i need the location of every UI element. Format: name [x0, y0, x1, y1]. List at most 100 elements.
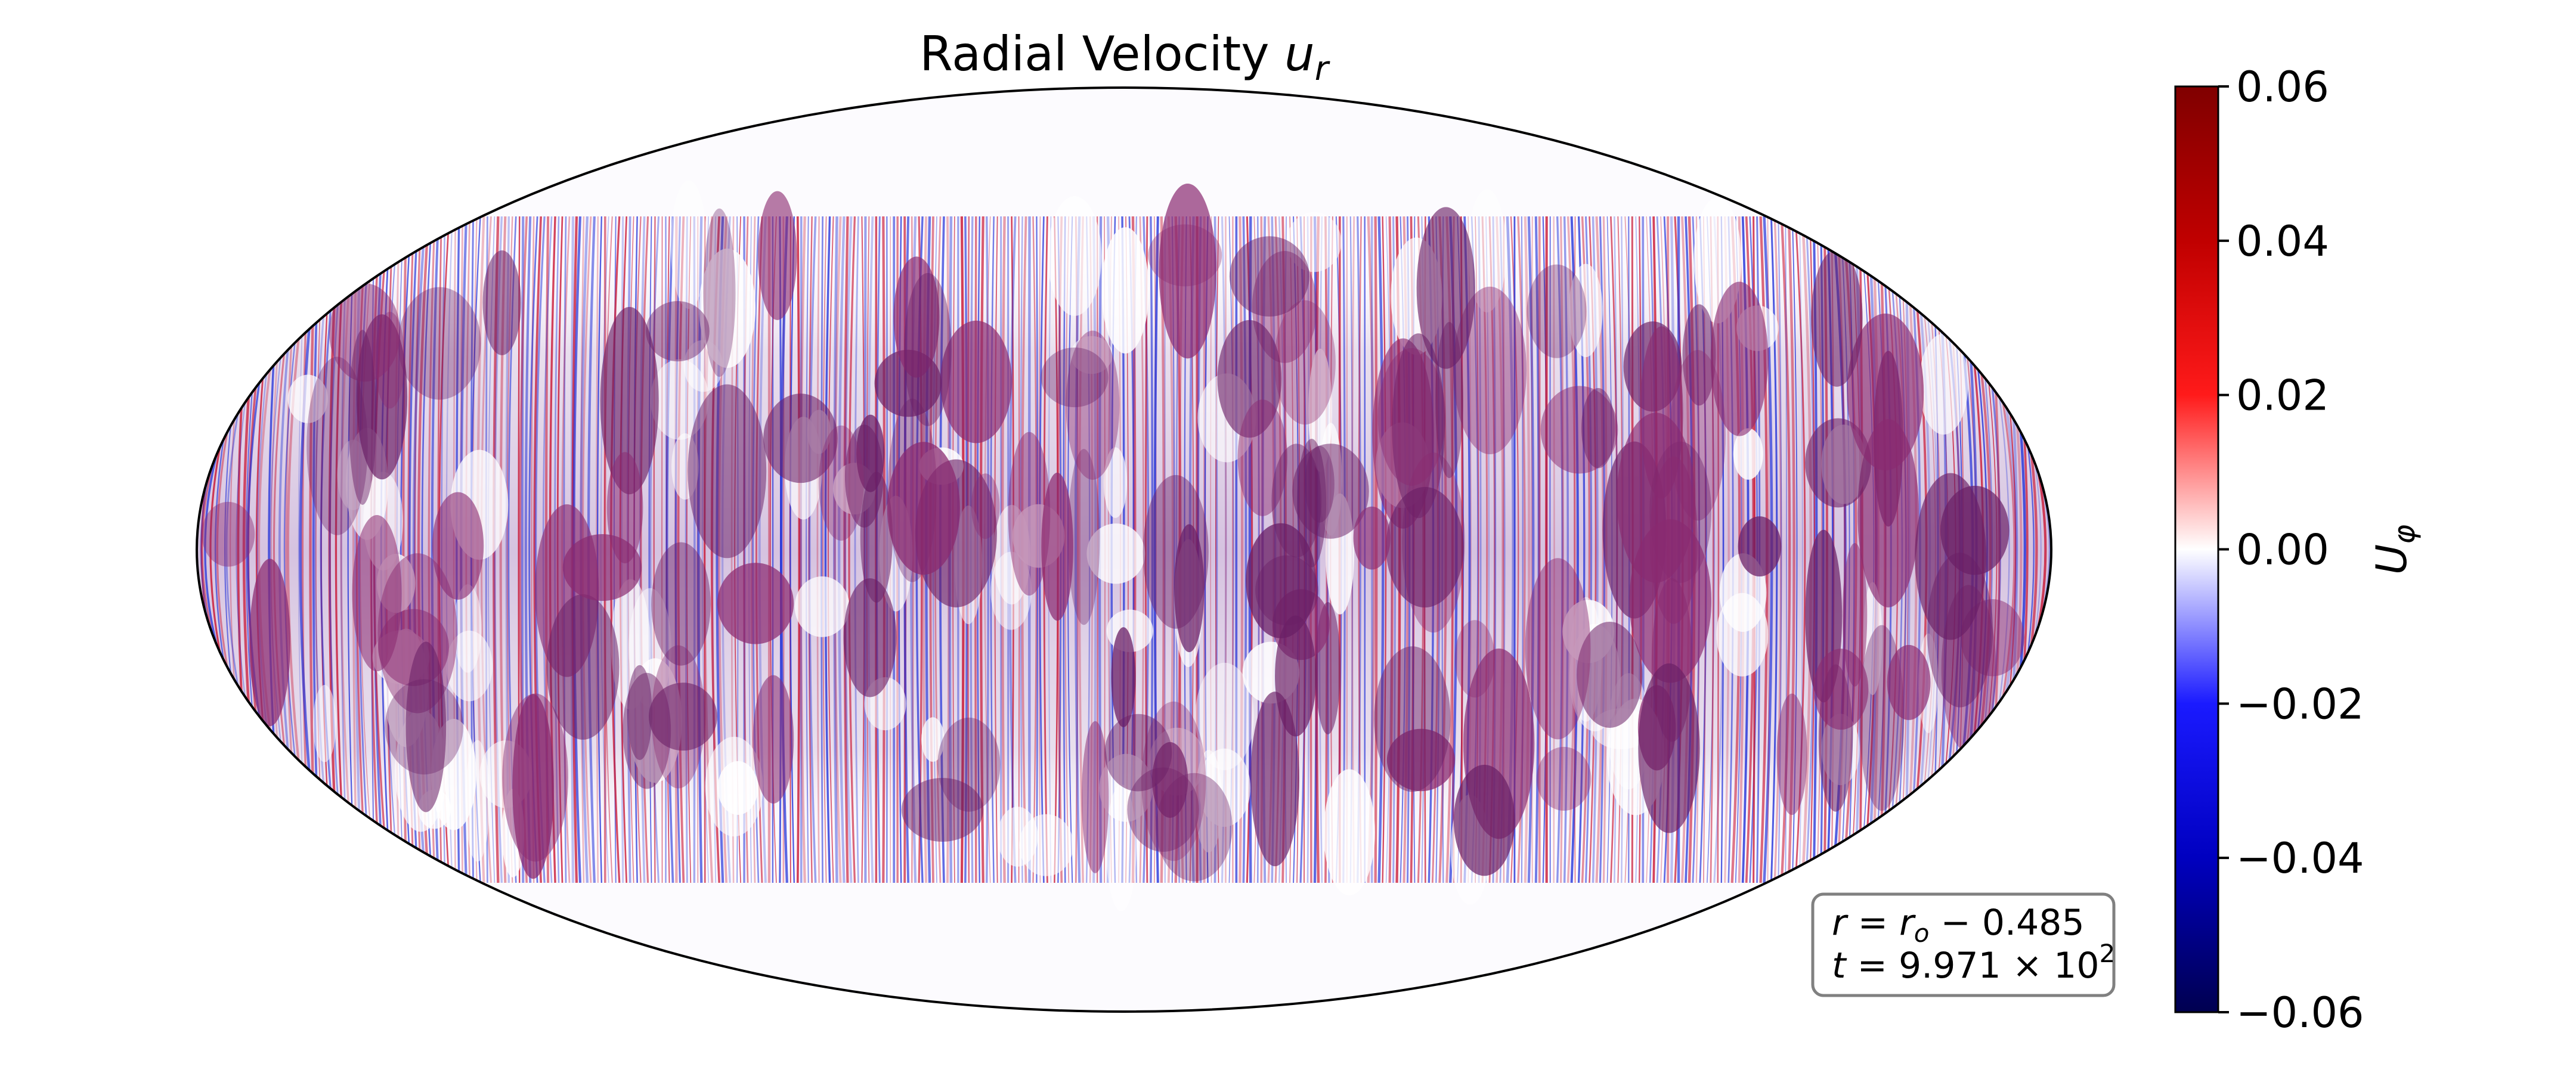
velocity-stripe — [216, 432, 228, 667]
velocity-cluster — [348, 330, 376, 505]
velocity-stripe — [648, 216, 652, 883]
velocity-stripe — [837, 216, 846, 883]
chart-title-subscript: r — [1315, 49, 1330, 88]
velocity-cluster — [1246, 523, 1316, 638]
velocity-stripe — [2027, 446, 2035, 653]
velocity-cluster — [856, 414, 885, 492]
calm-streak — [717, 761, 758, 815]
velocity-cluster — [482, 250, 521, 355]
velocity-stripe — [816, 216, 820, 883]
velocity-cluster — [1435, 322, 1463, 479]
calm-streak — [287, 374, 329, 423]
velocity-cluster — [1416, 207, 1476, 369]
velocity-stripe — [677, 216, 685, 883]
velocity-stripe — [827, 216, 834, 883]
calm-streak — [1101, 227, 1149, 353]
calm-streak — [1195, 662, 1254, 771]
velocity-stripe — [246, 392, 253, 707]
velocity-cluster — [1887, 644, 1931, 720]
velocity-cluster — [971, 473, 1000, 539]
velocity-stripe — [2035, 464, 2042, 635]
chart-title-prefix: Radial Velocity — [919, 26, 1284, 82]
velocity-stripe — [822, 216, 827, 883]
velocity-cluster — [903, 272, 952, 426]
velocity-cluster — [249, 559, 290, 727]
velocity-cluster — [512, 694, 554, 879]
calm-streak — [921, 717, 945, 762]
colorbar: 0.06 0.04 0.02 0.00 −0.02 −0.04 −0.06 Uφ — [2174, 63, 2422, 1037]
velocity-cluster — [1960, 599, 2024, 677]
velocity-cluster — [1536, 746, 1592, 811]
velocity-stripe — [200, 485, 207, 614]
velocity-cluster — [1174, 524, 1205, 653]
velocity-cluster — [1525, 558, 1591, 740]
chart-title: Radial Velocity ur — [919, 26, 1330, 88]
time-exponent: 2 — [2100, 939, 2116, 968]
velocity-cluster — [646, 301, 710, 362]
velocity-stripe — [1563, 216, 1569, 883]
velocity-cluster — [860, 472, 893, 603]
velocity-cluster — [202, 501, 255, 567]
velocity-stripe — [844, 216, 853, 883]
velocity-cluster — [1081, 721, 1109, 873]
velocity-cluster — [753, 675, 794, 804]
colorbar-tick-label: 0.06 — [2236, 63, 2329, 111]
velocity-stripe — [2038, 473, 2047, 626]
velocity-cluster — [1776, 693, 1807, 815]
velocity-stripe — [236, 402, 246, 697]
velocity-cluster — [1386, 728, 1456, 792]
velocity-cluster — [1111, 627, 1136, 727]
annotation-frame — [1811, 892, 2116, 997]
velocity-stripe — [796, 216, 801, 883]
velocity-stripe — [1802, 235, 1813, 864]
velocity-stripe — [237, 408, 243, 691]
velocity-stripe — [665, 216, 674, 883]
velocity-cluster — [1710, 281, 1769, 436]
calm-streak — [1086, 523, 1145, 584]
velocity-cluster — [1067, 449, 1100, 625]
velocity-cluster — [649, 683, 717, 751]
velocity-cluster — [1250, 691, 1300, 867]
velocity-cluster — [1805, 418, 1871, 508]
radius-ro: r — [1899, 902, 1916, 944]
time-mantissa: 9.971 × 10 — [1899, 945, 2100, 987]
calm-streak — [997, 807, 1038, 867]
velocity-stripe — [1527, 216, 1535, 883]
calm-streak — [312, 685, 336, 762]
velocity-cluster — [887, 442, 960, 575]
velocity-cluster — [1217, 320, 1282, 438]
annotation-time: t = 9.971 × 102 — [1832, 939, 2115, 987]
velocity-cluster — [703, 208, 736, 377]
velocity-stripe — [833, 216, 838, 883]
velocity-stripe — [1559, 216, 1564, 883]
velocity-cluster — [1041, 347, 1109, 408]
velocity-stripe — [2030, 455, 2038, 644]
colorbar-tick-label: 0.02 — [2236, 371, 2329, 420]
calm-streak — [1733, 428, 1763, 480]
annotation-radius: r = ro − 0.485 — [1832, 902, 2085, 948]
velocity-cluster — [1527, 264, 1587, 358]
velocity-stripe — [2016, 426, 2023, 674]
velocity-cluster — [1847, 313, 1924, 471]
velocity-cluster — [546, 594, 620, 740]
velocity-stripe — [2019, 432, 2026, 667]
colorbar-label-subscript: φ — [2387, 525, 2422, 544]
mollweide-map — [196, 86, 2052, 1013]
velocity-cluster — [1638, 663, 1700, 833]
velocity-cluster — [1237, 399, 1287, 516]
velocity-stripe — [2023, 439, 2029, 660]
velocity-cluster — [940, 320, 1013, 444]
velocity-cluster — [1682, 304, 1716, 406]
velocity-cluster — [432, 492, 484, 600]
velocity-cluster — [1453, 764, 1515, 876]
time-lhs: t — [1832, 945, 1847, 987]
velocity-field — [197, 180, 2051, 911]
velocity-stripe — [1545, 216, 1548, 883]
velocity-cluster — [329, 283, 401, 382]
velocity-cluster — [1297, 439, 1327, 567]
velocity-stripe — [649, 216, 660, 883]
velocity-stripe — [230, 419, 235, 680]
calm-streak — [1919, 333, 1968, 435]
velocity-stripe — [1531, 216, 1533, 883]
